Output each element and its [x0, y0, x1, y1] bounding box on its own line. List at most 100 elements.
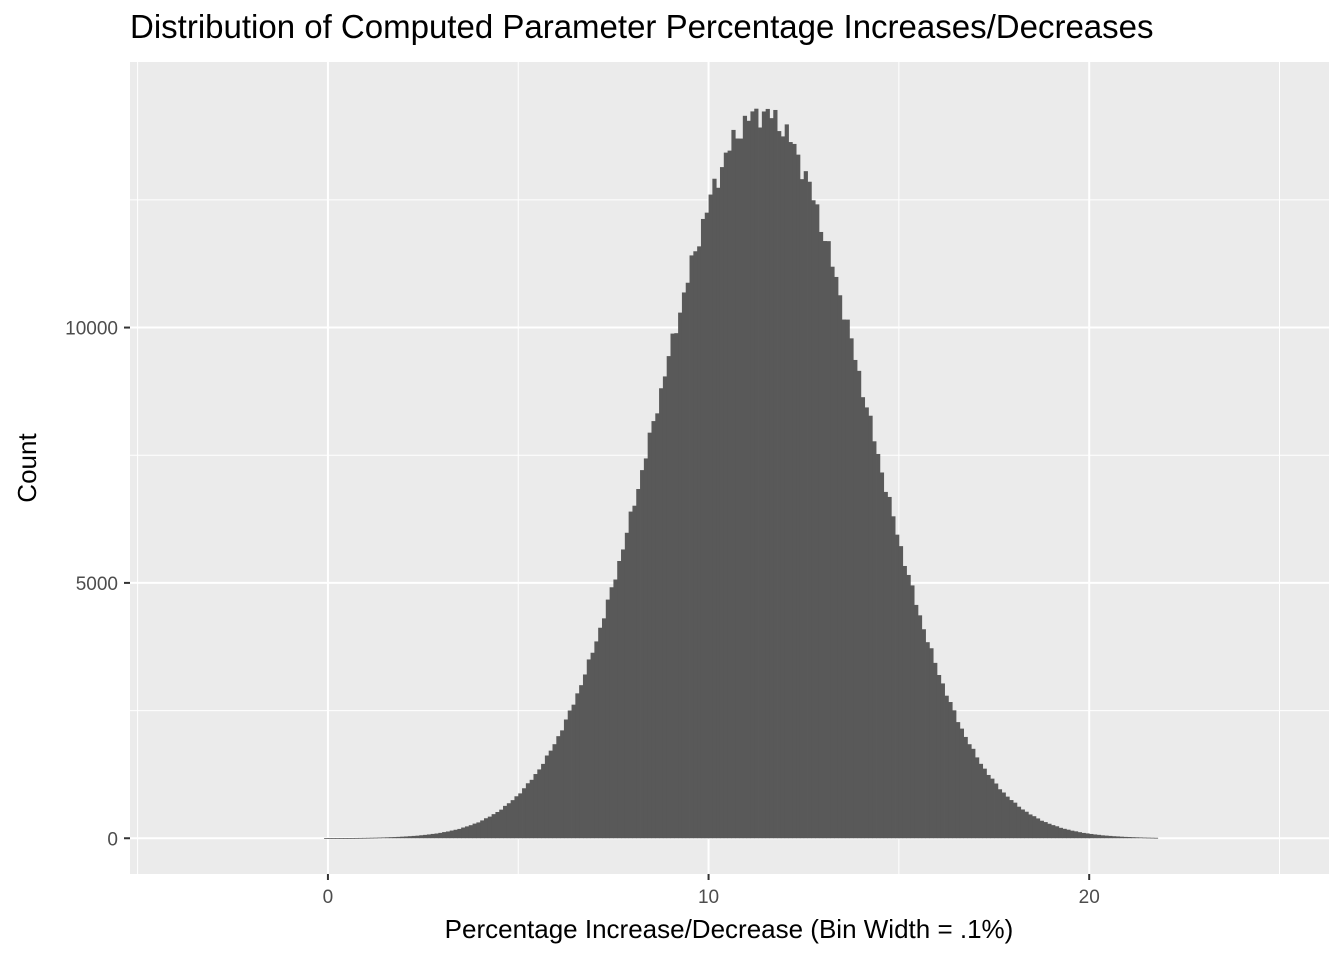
histogram-bar — [445, 831, 451, 839]
histogram-bar — [556, 736, 561, 839]
histogram-bar — [818, 231, 824, 839]
histogram-bar — [377, 837, 382, 839]
histogram-bar — [955, 722, 961, 839]
histogram-bar — [533, 774, 538, 839]
histogram-bar — [385, 837, 390, 839]
histogram-bar — [860, 397, 866, 839]
histogram-bar — [750, 111, 755, 839]
histogram-bar — [571, 704, 576, 839]
histogram-bar — [739, 138, 744, 839]
histogram-bar — [369, 837, 375, 839]
histogram-bar — [681, 292, 687, 839]
histogram-bar — [898, 546, 904, 839]
histogram-bar — [963, 736, 968, 839]
histogram-bar — [1035, 818, 1041, 839]
histogram-bar — [799, 179, 805, 839]
histogram-bar — [1062, 828, 1067, 839]
histogram-bar — [933, 662, 938, 839]
histogram-bar — [1150, 837, 1155, 839]
histogram-bar — [826, 241, 831, 839]
histogram-bar — [777, 131, 782, 839]
histogram-bar — [560, 730, 565, 839]
histogram-bar — [1138, 837, 1143, 839]
histogram-bar — [659, 388, 664, 839]
histogram-bar — [887, 496, 892, 839]
histogram-bar — [784, 124, 789, 839]
histogram-bar — [1085, 833, 1090, 839]
histogram-bar — [411, 835, 416, 839]
histogram-bar — [575, 693, 580, 839]
histogram-bar — [609, 587, 614, 839]
histogram-bar — [1005, 796, 1010, 839]
histogram-bar — [407, 836, 413, 839]
histogram-bar — [735, 138, 740, 839]
histogram-bar — [529, 779, 534, 839]
histogram-bar — [716, 187, 721, 839]
histogram-bar — [392, 837, 397, 839]
histogram-bar — [1146, 837, 1151, 839]
histogram-bar — [876, 453, 881, 839]
histogram-bar — [365, 837, 371, 839]
histogram-bar — [719, 167, 725, 839]
histogram-bar — [468, 825, 473, 839]
histogram-bar — [415, 835, 420, 839]
histogram-bar — [522, 788, 527, 839]
axes: 0 10 20 0 5000 10000 — [65, 319, 1100, 908]
histogram-bar — [1028, 814, 1033, 839]
histogram-bar — [1108, 835, 1113, 839]
histogram-bar — [1070, 830, 1075, 839]
histogram-bar — [857, 370, 862, 839]
histogram-bar — [381, 837, 386, 839]
histogram-bar — [1134, 837, 1140, 839]
histogram-bar — [936, 675, 942, 839]
histogram-bar — [944, 695, 949, 839]
histogram-bar — [1073, 831, 1079, 839]
histogram-bar — [518, 793, 523, 839]
histogram-bar — [503, 805, 508, 839]
y-tick-label: 10000 — [65, 319, 118, 340]
histogram-bar — [666, 356, 671, 839]
histogram-bar — [499, 809, 504, 839]
histogram-bar — [621, 549, 626, 839]
histogram-bar — [640, 470, 645, 839]
histogram-bar — [879, 472, 885, 839]
histogram-bar — [457, 828, 462, 839]
histogram-bar — [704, 212, 709, 839]
histogram-bar — [952, 710, 957, 839]
histogram-bar — [830, 266, 835, 839]
chart-title: Distribution of Computed Parameter Perce… — [130, 8, 1154, 45]
histogram-bar — [994, 783, 999, 839]
histogram-bar — [769, 118, 774, 839]
histogram-bar — [544, 755, 550, 839]
histogram-bar — [902, 565, 907, 839]
histogram-bar — [582, 674, 588, 839]
histogram-bar — [674, 333, 679, 839]
histogram-bar — [601, 618, 607, 839]
histogram-bar — [1009, 800, 1014, 839]
histogram-bar — [811, 200, 816, 839]
histogram-bar — [1032, 816, 1037, 839]
histogram-bar — [978, 763, 984, 839]
x-tick-label: 10 — [698, 887, 719, 908]
histogram-bar — [624, 532, 630, 839]
histogram-bar — [670, 333, 675, 839]
histogram-bar — [780, 136, 786, 839]
histogram-bar — [647, 432, 652, 839]
histogram-bar — [697, 246, 702, 839]
histogram-bar — [373, 837, 378, 839]
histogram-bar — [651, 421, 656, 839]
x-tick-label: 0 — [323, 887, 334, 908]
histogram-bar — [346, 838, 352, 839]
histogram-bar — [959, 728, 964, 839]
histogram-bar — [971, 748, 976, 839]
histogram-bar — [472, 823, 477, 839]
histogram-bar — [362, 837, 367, 839]
histogram-bar — [335, 838, 340, 839]
histogram-bar — [1043, 822, 1048, 839]
histogram-bar — [662, 376, 668, 839]
histogram-bar — [426, 834, 432, 839]
histogram-bar — [480, 820, 485, 839]
histogram-bar — [689, 255, 694, 839]
histogram-bar — [464, 826, 470, 839]
histogram-bar — [487, 816, 493, 839]
